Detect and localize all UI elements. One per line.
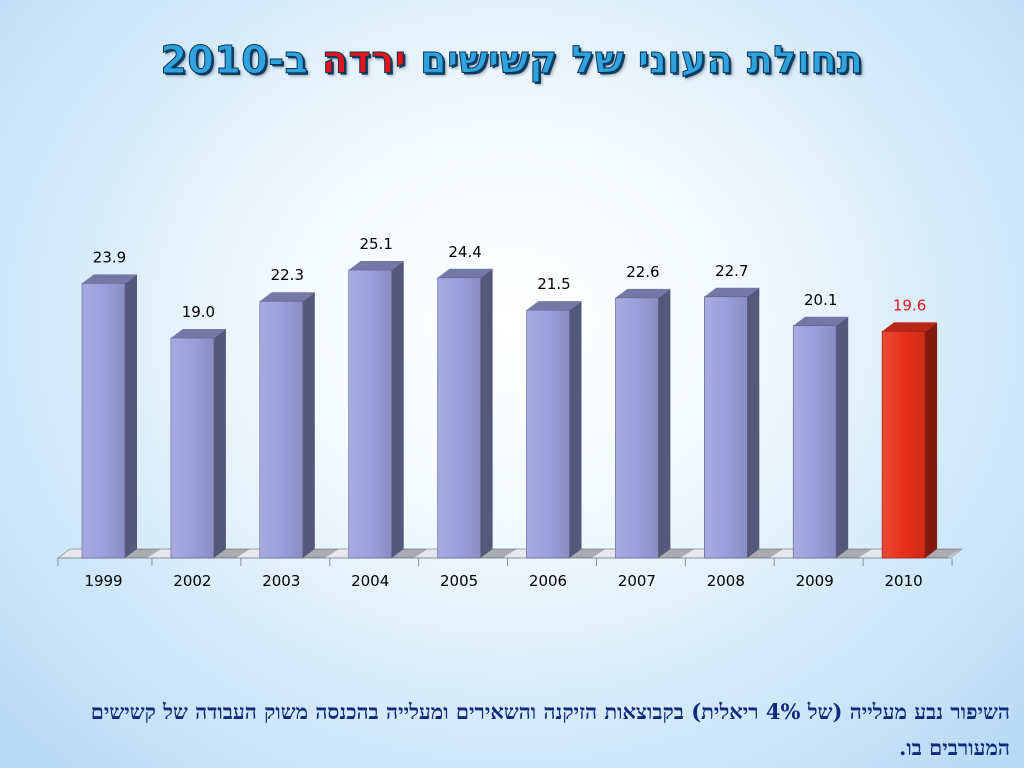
bar	[615, 297, 659, 559]
x-tick-label: 2007	[618, 572, 656, 590]
data-label: 24.4	[448, 243, 481, 261]
bar-side	[125, 274, 137, 558]
x-tick-label: 2006	[529, 572, 567, 590]
bar	[81, 283, 126, 559]
bar-top	[259, 292, 315, 302]
bar-top	[437, 268, 493, 278]
bar-side	[391, 261, 404, 558]
data-label: 25.1	[359, 235, 392, 253]
bar-top	[170, 329, 226, 339]
bar-side	[569, 301, 582, 558]
data-label: 22.3	[271, 266, 304, 284]
bar	[348, 269, 393, 559]
x-tick-label: 1999	[84, 572, 122, 590]
bar	[437, 277, 481, 559]
data-label: 19.0	[182, 303, 215, 321]
data-label: 20.1	[804, 291, 837, 309]
bar	[881, 331, 926, 559]
bar-side	[302, 292, 315, 558]
bar-side	[925, 322, 938, 558]
bar-top	[793, 316, 849, 326]
data-label: 19.6	[893, 296, 926, 314]
title-suffix: ב-2010	[160, 38, 309, 83]
data-label: 22.7	[715, 262, 748, 280]
chart-title: תחולת העוני של קשישים ירדה ב-2010	[0, 38, 1024, 83]
data-label: 23.9	[93, 248, 126, 266]
bar-top	[348, 261, 404, 270]
bar	[703, 296, 748, 559]
bar	[792, 325, 837, 559]
bar-top	[704, 287, 760, 297]
bar-side	[213, 329, 226, 558]
bar-top	[82, 274, 137, 284]
x-tick-label: 2003	[262, 572, 300, 590]
data-label: 21.5	[537, 275, 570, 293]
data-label: 22.6	[626, 263, 659, 281]
bar	[259, 300, 304, 559]
x-tick-label: 2002	[173, 572, 211, 590]
x-tick-label: 2009	[796, 572, 834, 590]
bar	[526, 309, 570, 559]
bar-side	[836, 316, 849, 558]
x-tick-label: 2008	[707, 572, 745, 590]
bar-top	[526, 301, 582, 311]
bar-side	[747, 287, 760, 558]
x-tick-label: 2005	[440, 572, 478, 590]
x-tick-label: 2004	[351, 572, 389, 590]
footnote-text: השיפור נבע מעלייה (של 4% ריאלית) בקבוצאו…	[90, 699, 1010, 760]
title-main: תחולת העוני של קשישים	[420, 38, 864, 83]
bar-side	[658, 288, 671, 558]
bar-top	[615, 288, 671, 298]
bar-side	[480, 268, 493, 558]
x-tick-label: 2010	[885, 572, 923, 590]
bar-top	[882, 322, 938, 332]
bar	[170, 337, 215, 559]
title-accent: ירדה	[321, 38, 407, 83]
